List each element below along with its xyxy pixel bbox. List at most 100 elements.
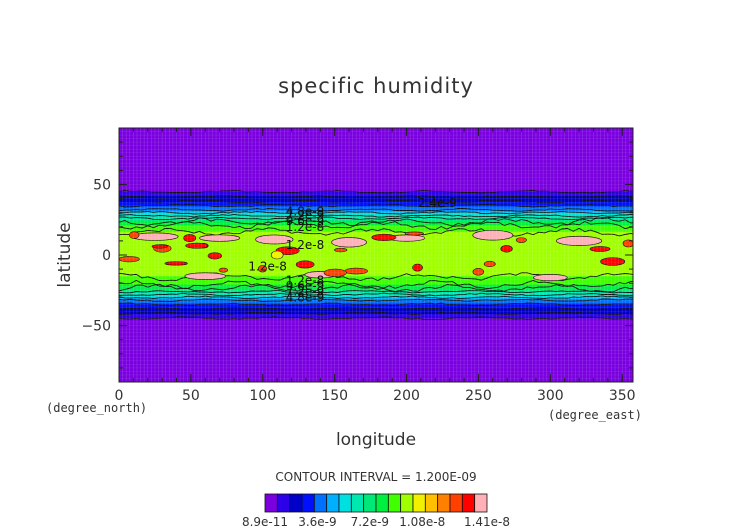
contour-line — [119, 292, 633, 297]
humidity-band — [119, 149, 633, 152]
contour-line — [119, 227, 633, 237]
humidity-band — [119, 329, 633, 332]
humidity-band — [119, 318, 633, 322]
contour-line — [119, 208, 633, 212]
humidity-band — [119, 322, 633, 326]
contour-line — [119, 220, 633, 231]
x-tick-label: 0 — [115, 388, 124, 404]
humidity-band — [119, 244, 633, 248]
contour-line — [119, 210, 633, 215]
humidity-band — [119, 136, 633, 140]
humidity-cell — [218, 267, 229, 273]
contour-label: 1.2e-8 — [248, 259, 286, 273]
contour-line — [119, 190, 633, 194]
humidity-band — [119, 161, 633, 165]
colorbar-swatch — [461, 493, 476, 513]
y-axis-label: latitude — [55, 222, 75, 287]
humidity-band — [119, 331, 633, 334]
x-axis-unit: (degree_east) — [548, 408, 642, 422]
colorbar-swatch — [264, 493, 278, 513]
x-tick-label: 100 — [249, 388, 276, 404]
humidity-band — [119, 138, 633, 142]
high-humidity-patch — [533, 274, 568, 282]
colorbar-tick-label: 8.9e-11 — [242, 515, 288, 529]
humidity-band — [119, 312, 633, 315]
humidity-band — [119, 242, 633, 246]
colorbar-tick-label: 1.08e-8 — [399, 515, 445, 529]
humidity-band — [119, 369, 633, 373]
colorbar-swatch — [338, 493, 352, 513]
contour-line — [119, 213, 633, 218]
humidity-cell — [128, 231, 140, 239]
humidity-band — [119, 229, 633, 233]
high-humidity-patch — [331, 237, 367, 248]
colorbar-swatch — [387, 493, 402, 513]
contour-line — [119, 302, 633, 307]
humidity-band — [119, 170, 633, 174]
contour-line — [119, 298, 633, 302]
contour-label: 1.2e-8 — [286, 238, 324, 252]
high-humidity-patch — [184, 272, 227, 280]
humidity-band — [119, 227, 633, 231]
humidity-band — [119, 276, 633, 279]
contour-label: 9.6e-9 — [286, 214, 324, 228]
x-tick-label: 350 — [609, 388, 636, 404]
humidity-band — [119, 377, 633, 381]
contour-line — [119, 283, 633, 293]
contour-line — [119, 306, 633, 311]
contour-label: 4.8e-9 — [286, 204, 324, 218]
x-tick-label: 150 — [321, 388, 348, 404]
humidity-cell — [472, 268, 485, 276]
x-tick-label: 200 — [393, 388, 420, 404]
humidity-band — [119, 219, 633, 222]
humidity-band — [119, 265, 633, 269]
humidity-band — [119, 163, 633, 167]
humidity-band — [119, 373, 633, 377]
humidity-band — [119, 183, 633, 186]
contour-line — [119, 295, 633, 300]
humidity-band — [119, 358, 633, 362]
colorbar-swatch — [313, 493, 328, 513]
y-tick-label: 50 — [93, 177, 111, 193]
humidity-band — [119, 263, 633, 267]
colorbar-swatch — [400, 493, 414, 513]
colorbar-swatch — [326, 493, 340, 513]
contour-line — [119, 290, 633, 294]
colorbar: 8.9e-11 3.6e-9 7.2e-9 1.08e-8 1.41e-8 — [242, 493, 510, 529]
high-humidity-patch — [199, 234, 241, 242]
colorbar-tick-label: 7.2e-9 — [351, 515, 389, 529]
humidity-band — [119, 297, 633, 301]
humidity-band — [119, 320, 633, 324]
humidity-band — [119, 333, 633, 337]
colorbar-tick-label: 1.41e-8 — [464, 515, 510, 529]
humidity-band — [119, 155, 633, 159]
humidity-band — [119, 341, 633, 345]
contour-line — [119, 203, 633, 208]
humidity-band — [119, 305, 633, 309]
humidity-cell — [334, 247, 348, 253]
contour-label: 9.6e-9 — [286, 279, 324, 293]
contour-fill: 2.4e-94.8e-97.2e-99.6e-91.2e-81.2e-81.2e… — [119, 128, 633, 382]
humidity-band — [119, 189, 633, 193]
humidity-band — [119, 337, 633, 341]
humidity-band — [119, 257, 633, 260]
humidity-band — [119, 231, 633, 235]
humidity-band — [119, 246, 633, 250]
axes: 0 50 100 150 200 250 300 350 −50 0 50 — [81, 127, 636, 404]
humidity-band — [119, 214, 633, 218]
x-tick-label: 50 — [182, 388, 200, 404]
contour-label: 7.2e-9 — [286, 208, 324, 222]
humidity-band — [119, 269, 633, 273]
humidity-band — [119, 280, 633, 284]
contour-label: 7.2e-9 — [286, 285, 324, 299]
humidity-band — [119, 225, 633, 229]
colorbar-swatch — [412, 493, 426, 513]
humidity-band — [119, 261, 633, 265]
y-axis-unit: (degree_north) — [46, 401, 147, 415]
humidity-band — [119, 274, 633, 277]
humidity-band — [119, 288, 633, 292]
contour-line — [119, 311, 633, 316]
humidity-band — [119, 147, 633, 150]
humidity-band — [119, 166, 633, 169]
contour-line — [119, 199, 633, 204]
